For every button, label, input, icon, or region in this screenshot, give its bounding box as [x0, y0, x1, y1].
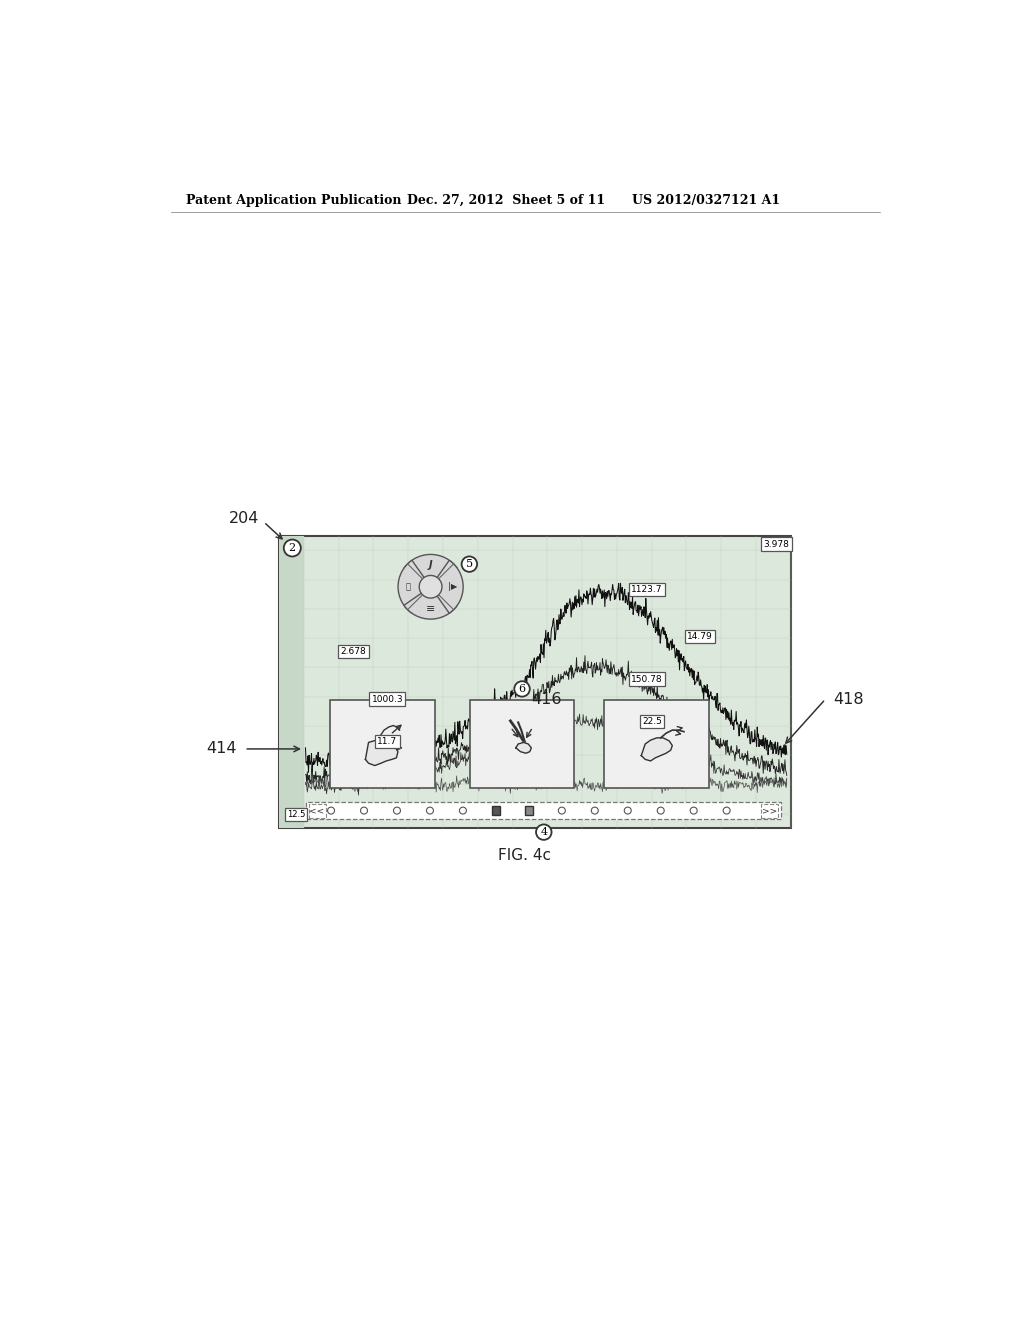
Bar [492, 807, 500, 816]
Text: 🔔: 🔔 [406, 582, 411, 591]
Circle shape [690, 807, 697, 814]
Circle shape [625, 807, 631, 814]
Text: 5: 5 [466, 560, 473, 569]
Text: US 2012/0327121 A1: US 2012/0327121 A1 [632, 194, 780, 207]
Text: 3.978: 3.978 [764, 540, 790, 549]
Text: 416: 416 [531, 692, 562, 706]
Wedge shape [403, 587, 458, 619]
Wedge shape [398, 560, 431, 614]
Circle shape [284, 540, 301, 557]
Circle shape [462, 557, 477, 572]
Text: 22.5: 22.5 [642, 717, 662, 726]
Text: FIG. 4c: FIG. 4c [499, 847, 551, 863]
Circle shape [426, 807, 433, 814]
Circle shape [328, 807, 335, 814]
Circle shape [460, 807, 466, 814]
Circle shape [393, 807, 400, 814]
Text: 2: 2 [289, 543, 296, 553]
Bar [470, 700, 574, 788]
Text: 204: 204 [229, 511, 260, 527]
Bar [308, 804, 326, 817]
Text: |▶: |▶ [449, 582, 458, 591]
Text: ≡: ≡ [426, 603, 435, 614]
Circle shape [591, 807, 598, 814]
Circle shape [536, 825, 552, 840]
Text: 418: 418 [834, 692, 864, 706]
Polygon shape [366, 741, 398, 766]
Wedge shape [431, 560, 463, 614]
Text: Dec. 27, 2012  Sheet 5 of 11: Dec. 27, 2012 Sheet 5 of 11 [407, 194, 605, 207]
Bar [330, 700, 435, 788]
Text: J: J [429, 560, 432, 570]
Circle shape [723, 807, 730, 814]
Bar [761, 804, 778, 817]
Text: Patent Application Publication: Patent Application Publication [186, 194, 401, 207]
Circle shape [360, 807, 368, 814]
Circle shape [514, 681, 529, 697]
Text: 150.78: 150.78 [632, 675, 663, 684]
Text: 1123.7: 1123.7 [632, 585, 663, 594]
Text: 1000.3: 1000.3 [372, 694, 403, 704]
Text: 14.79: 14.79 [687, 632, 713, 642]
Circle shape [419, 576, 442, 598]
Text: 2.678: 2.678 [341, 647, 367, 656]
Bar [525, 807, 532, 816]
Circle shape [657, 807, 665, 814]
Circle shape [558, 807, 565, 814]
Text: >>: >> [762, 807, 777, 814]
Text: 12.5: 12.5 [287, 810, 305, 818]
Text: 414: 414 [206, 742, 237, 756]
Bar [280, 536, 304, 829]
Text: <<: << [309, 807, 325, 814]
Bar [604, 700, 709, 788]
Wedge shape [403, 554, 458, 587]
Bar [280, 536, 791, 829]
Polygon shape [641, 738, 673, 760]
Text: 4: 4 [541, 828, 548, 837]
Text: 6: 6 [518, 684, 525, 694]
Bar [306, 803, 781, 818]
Text: 11.7: 11.7 [377, 737, 397, 746]
Polygon shape [516, 742, 531, 754]
